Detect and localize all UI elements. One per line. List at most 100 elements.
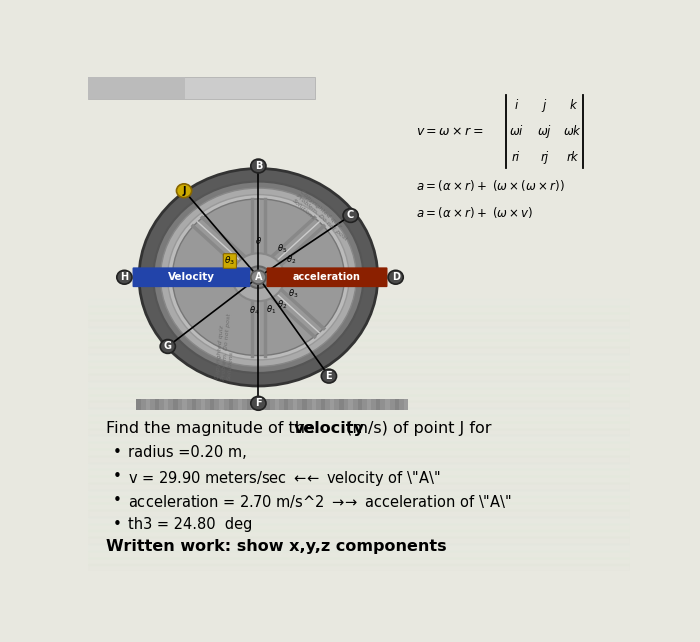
FancyBboxPatch shape (367, 399, 371, 410)
Text: rk: rk (567, 151, 578, 164)
Bar (88, 517, 630, 524)
Text: G: G (164, 342, 172, 351)
Text: F: F (255, 398, 262, 408)
Text: $v = \omega \times r = $: $v = \omega \times r = $ (416, 125, 483, 138)
FancyBboxPatch shape (164, 399, 168, 410)
Bar (88, 415, 630, 422)
Bar (88, 551, 630, 558)
Circle shape (343, 209, 358, 222)
Text: $\theta_3$: $\theta_3$ (225, 255, 235, 267)
Text: Copyrighted quiz
Problem. Do not post
Solutions: Copyrighted quiz Problem. Do not post So… (291, 189, 351, 247)
Text: Find the magnitude of the: Find the magnitude of the (106, 421, 321, 436)
Text: $\theta_1$: $\theta_1$ (266, 304, 276, 316)
FancyBboxPatch shape (247, 399, 251, 410)
Bar (88, 313, 630, 320)
Bar (88, 483, 630, 490)
Text: A: A (255, 272, 262, 282)
Text: i: i (514, 100, 518, 112)
FancyBboxPatch shape (132, 267, 251, 287)
Circle shape (172, 199, 344, 356)
Text: $a = (\alpha \times r) + \ (\omega \times (\omega \times r))$: $a = (\alpha \times r) + \ (\omega \time… (416, 178, 564, 193)
Text: C: C (347, 211, 354, 220)
FancyBboxPatch shape (146, 399, 150, 410)
Bar (88, 381, 630, 388)
Bar (88, 558, 630, 564)
Text: $\theta_5$: $\theta_5$ (277, 243, 288, 256)
FancyBboxPatch shape (88, 77, 185, 100)
Circle shape (251, 270, 266, 284)
FancyBboxPatch shape (312, 399, 316, 410)
FancyBboxPatch shape (395, 399, 399, 410)
FancyBboxPatch shape (340, 399, 344, 410)
FancyBboxPatch shape (88, 77, 315, 100)
Text: $\omega i$: $\omega i$ (509, 125, 524, 139)
Text: $\theta_3$: $\theta_3$ (288, 288, 298, 300)
Circle shape (251, 159, 266, 173)
Text: th3 = 24.80  deg: th3 = 24.80 deg (128, 517, 253, 532)
FancyBboxPatch shape (192, 399, 196, 410)
FancyBboxPatch shape (256, 399, 260, 410)
Bar (88, 496, 630, 503)
Bar (88, 435, 630, 442)
Circle shape (160, 340, 176, 353)
Bar (88, 469, 630, 476)
Bar (88, 347, 630, 354)
Text: $\vartheta$: $\vartheta$ (255, 235, 262, 246)
FancyBboxPatch shape (404, 399, 408, 410)
Text: $\theta_2$: $\theta_2$ (286, 254, 296, 266)
Circle shape (168, 195, 349, 360)
Circle shape (388, 270, 403, 284)
FancyBboxPatch shape (376, 399, 381, 410)
Text: $\omega j$: $\omega j$ (537, 123, 552, 140)
FancyBboxPatch shape (219, 399, 224, 410)
Bar (88, 367, 630, 374)
Bar (88, 374, 630, 381)
FancyBboxPatch shape (155, 399, 159, 410)
Circle shape (153, 182, 363, 373)
Bar (88, 490, 630, 497)
Circle shape (246, 266, 270, 288)
Text: v = 29.90 meters/sec $\leftarrow\!\!\leftarrow$ velocity of \"A\": v = 29.90 meters/sec $\leftarrow\!\!\lef… (128, 469, 441, 488)
FancyBboxPatch shape (173, 399, 178, 410)
Bar (88, 327, 630, 333)
Text: Written work: show x,y,z components: Written work: show x,y,z components (106, 539, 447, 554)
Bar (88, 544, 630, 551)
Circle shape (176, 184, 192, 198)
FancyBboxPatch shape (238, 399, 242, 410)
FancyBboxPatch shape (265, 399, 270, 410)
Bar (88, 388, 630, 395)
FancyBboxPatch shape (330, 399, 335, 410)
Circle shape (251, 396, 266, 410)
Text: $\theta_4$: $\theta_4$ (249, 304, 260, 317)
Text: J: J (182, 186, 186, 196)
Text: D: D (391, 272, 400, 282)
FancyBboxPatch shape (136, 399, 141, 410)
Bar (88, 476, 630, 483)
Bar (88, 401, 630, 408)
Circle shape (139, 168, 378, 386)
FancyBboxPatch shape (210, 399, 214, 410)
Bar (88, 442, 630, 449)
Bar (88, 320, 630, 327)
Text: rj: rj (540, 151, 548, 164)
Circle shape (232, 254, 285, 301)
Bar (88, 306, 630, 313)
Text: acceleration = 2.70 m/s^2 $\rightarrow\!\!\rightarrow$ acceleration of \"A\": acceleration = 2.70 m/s^2 $\rightarrow\!… (128, 493, 512, 510)
FancyBboxPatch shape (201, 399, 205, 410)
Text: $\theta_2$: $\theta_2$ (276, 299, 287, 311)
Bar (88, 333, 630, 340)
Bar (88, 395, 630, 401)
Text: E: E (326, 371, 332, 381)
FancyBboxPatch shape (136, 399, 407, 410)
Text: Copyrighted quiz
Problem. Do not post
Solutions: Copyrighted quiz Problem. Do not post So… (215, 313, 237, 381)
Text: ri: ri (512, 151, 520, 164)
Circle shape (321, 369, 337, 383)
Bar (88, 428, 630, 435)
Text: $\omega k$: $\omega k$ (563, 125, 582, 139)
FancyBboxPatch shape (302, 399, 307, 410)
Bar (88, 449, 630, 456)
FancyBboxPatch shape (274, 399, 279, 410)
Text: •: • (113, 493, 122, 508)
Bar (88, 537, 630, 544)
Bar (88, 510, 630, 517)
